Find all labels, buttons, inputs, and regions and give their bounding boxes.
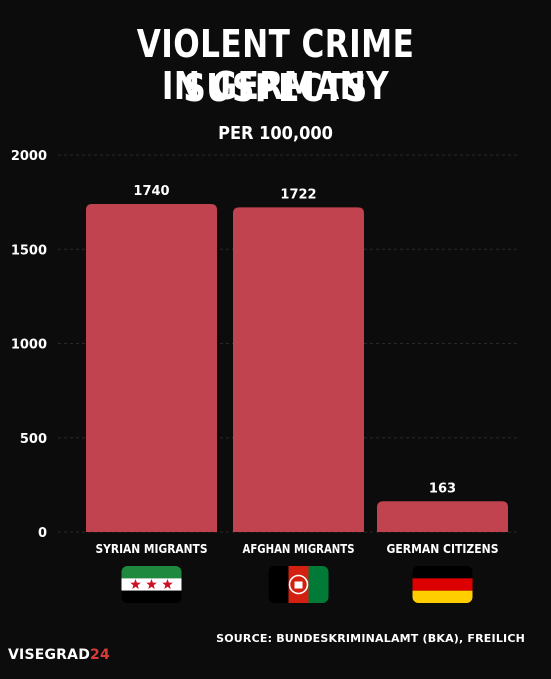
data-label: 1740 xyxy=(133,184,169,199)
chart-title-line2: IN GERMANY xyxy=(161,64,390,108)
chart-subtitle: PER 100,000 xyxy=(218,123,333,144)
chart-title-line1: VIOLENT CRIME SUSPECTS xyxy=(136,22,415,110)
brand-name: VISEGRAD xyxy=(8,647,91,663)
bar xyxy=(86,204,217,532)
category-label: GERMAN CITIZENS xyxy=(387,541,499,556)
category-label: AFGHAN MIGRANTS xyxy=(243,541,355,556)
data-label: 1722 xyxy=(280,187,316,202)
y-tick-label: 2000 xyxy=(11,149,47,164)
y-tick-label: 500 xyxy=(20,432,47,447)
bar xyxy=(377,501,508,532)
syria-flag-icon xyxy=(121,566,182,603)
germany-flag-icon xyxy=(412,566,473,603)
brand-number: 24 xyxy=(90,647,110,663)
category-label: SYRIAN MIGRANTS xyxy=(96,541,208,556)
brand-logo: VISEGRAD24 xyxy=(8,647,110,663)
source-note: SOURCE: BUNDESKRIMINALAMT (BKA), FREILIC… xyxy=(216,632,525,645)
data-label: 163 xyxy=(429,481,456,496)
y-tick-label: 0 xyxy=(38,526,47,541)
bar xyxy=(233,207,364,532)
afghanistan-flag-icon xyxy=(268,566,329,603)
y-tick-label: 1000 xyxy=(11,338,47,353)
y-tick-label: 1500 xyxy=(11,243,47,258)
